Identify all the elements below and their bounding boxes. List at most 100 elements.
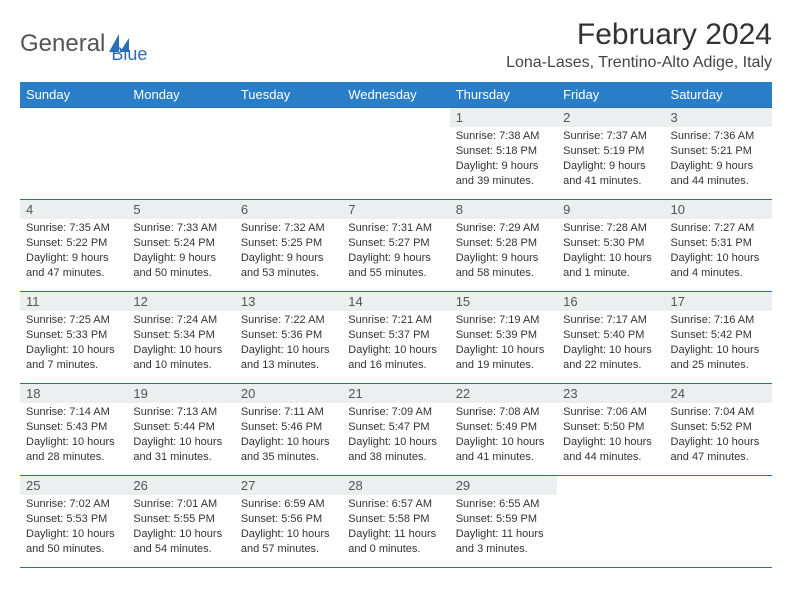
sunrise-text: Sunrise: 7:11 AM	[241, 405, 336, 420]
day-number: 16	[557, 292, 664, 311]
sunrise-text: Sunrise: 6:57 AM	[348, 497, 443, 512]
col-tuesday: Tuesday	[235, 82, 342, 108]
day-details: Sunrise: 7:08 AMSunset: 5:49 PMDaylight:…	[450, 403, 557, 468]
daylight-text: Daylight: 10 hours and 25 minutes.	[671, 343, 766, 373]
calendar-week-row: 4Sunrise: 7:35 AMSunset: 5:22 PMDaylight…	[20, 200, 772, 292]
sunrise-text: Sunrise: 6:59 AM	[241, 497, 336, 512]
day-details: Sunrise: 7:02 AMSunset: 5:53 PMDaylight:…	[20, 495, 127, 560]
day-number: 25	[20, 476, 127, 495]
sunrise-text: Sunrise: 7:01 AM	[133, 497, 228, 512]
calendar-cell: 8Sunrise: 7:29 AMSunset: 5:28 PMDaylight…	[450, 200, 557, 292]
daylight-text: Daylight: 9 hours and 55 minutes.	[348, 251, 443, 281]
header: General Blue February 2024 Lona-Lases, T…	[20, 18, 772, 72]
day-details: Sunrise: 7:21 AMSunset: 5:37 PMDaylight:…	[342, 311, 449, 376]
sunset-text: Sunset: 5:49 PM	[456, 420, 551, 435]
day-number: 9	[557, 200, 664, 219]
sunset-text: Sunset: 5:22 PM	[26, 236, 121, 251]
sunset-text: Sunset: 5:40 PM	[563, 328, 658, 343]
sunset-text: Sunset: 5:44 PM	[133, 420, 228, 435]
daylight-text: Daylight: 10 hours and 38 minutes.	[348, 435, 443, 465]
day-number: 6	[235, 200, 342, 219]
day-details: Sunrise: 7:09 AMSunset: 5:47 PMDaylight:…	[342, 403, 449, 468]
sunrise-text: Sunrise: 7:38 AM	[456, 129, 551, 144]
daylight-text: Daylight: 11 hours and 3 minutes.	[456, 527, 551, 557]
daylight-text: Daylight: 10 hours and 50 minutes.	[26, 527, 121, 557]
day-details: Sunrise: 7:36 AMSunset: 5:21 PMDaylight:…	[665, 127, 772, 192]
col-wednesday: Wednesday	[342, 82, 449, 108]
day-number: 29	[450, 476, 557, 495]
calendar-cell: 12Sunrise: 7:24 AMSunset: 5:34 PMDayligh…	[127, 292, 234, 384]
logo: General Blue	[20, 18, 147, 65]
day-number: 23	[557, 384, 664, 403]
calendar-cell	[557, 476, 664, 568]
daylight-text: Daylight: 10 hours and 41 minutes.	[456, 435, 551, 465]
calendar-cell: 6Sunrise: 7:32 AMSunset: 5:25 PMDaylight…	[235, 200, 342, 292]
day-details: Sunrise: 7:14 AMSunset: 5:43 PMDaylight:…	[20, 403, 127, 468]
day-details: Sunrise: 7:04 AMSunset: 5:52 PMDaylight:…	[665, 403, 772, 468]
calendar-week-row: 25Sunrise: 7:02 AMSunset: 5:53 PMDayligh…	[20, 476, 772, 568]
day-details: Sunrise: 7:28 AMSunset: 5:30 PMDaylight:…	[557, 219, 664, 284]
sunset-text: Sunset: 5:55 PM	[133, 512, 228, 527]
day-number: 19	[127, 384, 234, 403]
daylight-text: Daylight: 10 hours and 54 minutes.	[133, 527, 228, 557]
calendar-cell: 28Sunrise: 6:57 AMSunset: 5:58 PMDayligh…	[342, 476, 449, 568]
day-number: 10	[665, 200, 772, 219]
col-thursday: Thursday	[450, 82, 557, 108]
day-number: 2	[557, 108, 664, 127]
daylight-text: Daylight: 10 hours and 35 minutes.	[241, 435, 336, 465]
day-details: Sunrise: 7:22 AMSunset: 5:36 PMDaylight:…	[235, 311, 342, 376]
sunset-text: Sunset: 5:28 PM	[456, 236, 551, 251]
sunset-text: Sunset: 5:18 PM	[456, 144, 551, 159]
day-number: 28	[342, 476, 449, 495]
sunset-text: Sunset: 5:27 PM	[348, 236, 443, 251]
calendar-cell: 2Sunrise: 7:37 AMSunset: 5:19 PMDaylight…	[557, 108, 664, 200]
sunrise-text: Sunrise: 7:32 AM	[241, 221, 336, 236]
day-number: 15	[450, 292, 557, 311]
calendar-cell: 27Sunrise: 6:59 AMSunset: 5:56 PMDayligh…	[235, 476, 342, 568]
sunrise-text: Sunrise: 7:19 AM	[456, 313, 551, 328]
calendar-cell: 3Sunrise: 7:36 AMSunset: 5:21 PMDaylight…	[665, 108, 772, 200]
col-saturday: Saturday	[665, 82, 772, 108]
calendar-cell: 20Sunrise: 7:11 AMSunset: 5:46 PMDayligh…	[235, 384, 342, 476]
day-details: Sunrise: 7:06 AMSunset: 5:50 PMDaylight:…	[557, 403, 664, 468]
calendar-cell: 23Sunrise: 7:06 AMSunset: 5:50 PMDayligh…	[557, 384, 664, 476]
calendar-cell: 25Sunrise: 7:02 AMSunset: 5:53 PMDayligh…	[20, 476, 127, 568]
sunset-text: Sunset: 5:25 PM	[241, 236, 336, 251]
daylight-text: Daylight: 9 hours and 47 minutes.	[26, 251, 121, 281]
day-number: 4	[20, 200, 127, 219]
day-details: Sunrise: 7:29 AMSunset: 5:28 PMDaylight:…	[450, 219, 557, 284]
sunset-text: Sunset: 5:39 PM	[456, 328, 551, 343]
sunrise-text: Sunrise: 7:37 AM	[563, 129, 658, 144]
day-details: Sunrise: 7:27 AMSunset: 5:31 PMDaylight:…	[665, 219, 772, 284]
sunset-text: Sunset: 5:50 PM	[563, 420, 658, 435]
logo-text-blue: Blue	[111, 44, 147, 65]
calendar-cell: 19Sunrise: 7:13 AMSunset: 5:44 PMDayligh…	[127, 384, 234, 476]
day-number: 11	[20, 292, 127, 311]
daylight-text: Daylight: 9 hours and 39 minutes.	[456, 159, 551, 189]
daylight-text: Daylight: 9 hours and 44 minutes.	[671, 159, 766, 189]
calendar-cell	[342, 108, 449, 200]
day-details: Sunrise: 7:24 AMSunset: 5:34 PMDaylight:…	[127, 311, 234, 376]
day-details: Sunrise: 7:38 AMSunset: 5:18 PMDaylight:…	[450, 127, 557, 192]
calendar-cell: 4Sunrise: 7:35 AMSunset: 5:22 PMDaylight…	[20, 200, 127, 292]
daylight-text: Daylight: 10 hours and 1 minute.	[563, 251, 658, 281]
day-number: 18	[20, 384, 127, 403]
daylight-text: Daylight: 10 hours and 44 minutes.	[563, 435, 658, 465]
sunrise-text: Sunrise: 7:16 AM	[671, 313, 766, 328]
col-monday: Monday	[127, 82, 234, 108]
day-details: Sunrise: 7:19 AMSunset: 5:39 PMDaylight:…	[450, 311, 557, 376]
sunset-text: Sunset: 5:21 PM	[671, 144, 766, 159]
sunset-text: Sunset: 5:30 PM	[563, 236, 658, 251]
sunset-text: Sunset: 5:19 PM	[563, 144, 658, 159]
sunrise-text: Sunrise: 7:29 AM	[456, 221, 551, 236]
sunset-text: Sunset: 5:56 PM	[241, 512, 336, 527]
calendar-cell: 1Sunrise: 7:38 AMSunset: 5:18 PMDaylight…	[450, 108, 557, 200]
sunrise-text: Sunrise: 7:08 AM	[456, 405, 551, 420]
daylight-text: Daylight: 10 hours and 22 minutes.	[563, 343, 658, 373]
calendar-body: 1Sunrise: 7:38 AMSunset: 5:18 PMDaylight…	[20, 108, 772, 568]
calendar-cell	[235, 108, 342, 200]
day-number: 12	[127, 292, 234, 311]
col-sunday: Sunday	[20, 82, 127, 108]
daylight-text: Daylight: 10 hours and 13 minutes.	[241, 343, 336, 373]
sunset-text: Sunset: 5:37 PM	[348, 328, 443, 343]
